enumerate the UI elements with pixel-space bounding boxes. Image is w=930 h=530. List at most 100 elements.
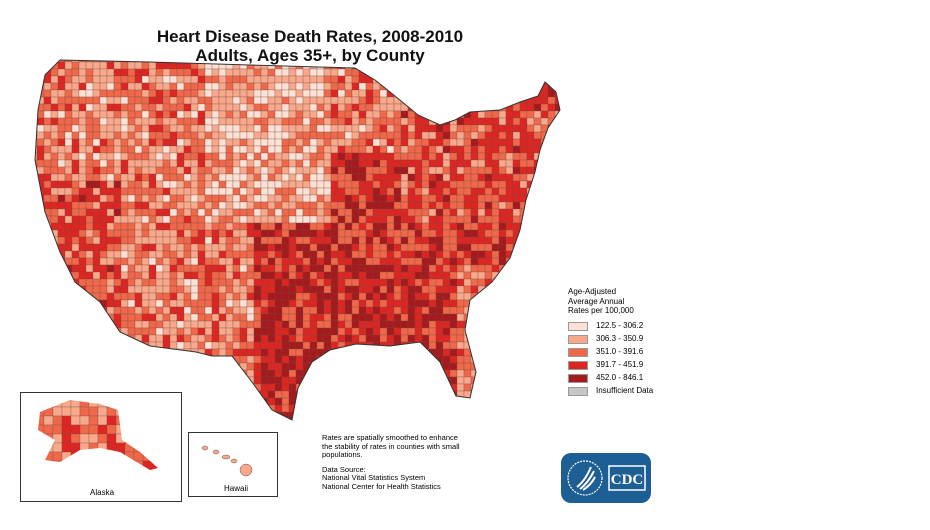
county-cell: [484, 299, 493, 308]
county-cell: [316, 96, 325, 105]
alaska-label: Alaska: [90, 488, 115, 497]
county-cell: [337, 89, 346, 98]
county-cell: [344, 222, 353, 231]
county-cell: [344, 166, 353, 175]
county-cell: [512, 257, 521, 266]
county-cell: [330, 159, 339, 168]
county-cell: [309, 82, 318, 91]
county-cell: [274, 313, 283, 322]
county-cell: [134, 369, 143, 378]
county-cell: [35, 334, 38, 343]
county-cell: [477, 208, 486, 217]
county-cell: [533, 334, 542, 343]
county-cell: [141, 110, 150, 119]
county-cell: [211, 229, 220, 238]
county-cell: [176, 271, 185, 280]
county-cell: [477, 82, 486, 91]
county-cell: [211, 306, 220, 315]
county-cell: [456, 257, 465, 266]
county-cell: [204, 327, 213, 336]
county-cell: [99, 96, 108, 105]
county-cell: [176, 60, 185, 63]
county-cell: [554, 397, 560, 406]
county-cell: [239, 124, 248, 133]
county-cell: [190, 278, 199, 287]
county-cell: [57, 131, 66, 140]
county-cell: [141, 187, 150, 196]
county-cell: [526, 264, 535, 273]
county-cell: [183, 271, 192, 280]
county-cell: [351, 348, 360, 357]
county-cell: [540, 110, 549, 119]
county-cell: [260, 334, 269, 343]
county-cell: [267, 68, 276, 77]
county-cell: [204, 124, 213, 133]
county-cell: [120, 278, 129, 287]
county-cell: [512, 103, 521, 112]
county-cell: [435, 390, 444, 399]
county-cell: [239, 187, 248, 196]
county-cell: [148, 369, 157, 378]
county-cell: [274, 397, 283, 406]
county-cell: [106, 145, 115, 154]
county-cell: [106, 348, 115, 357]
county-cell: [71, 264, 80, 273]
county-cell: [57, 229, 66, 238]
county-cell: [463, 138, 472, 147]
county-cell: [428, 110, 437, 119]
county-cell: [309, 404, 318, 413]
county-cell: [134, 68, 143, 77]
county-cell: [414, 131, 423, 140]
county-cell: [421, 278, 430, 287]
county-cell: [176, 355, 185, 364]
county-cell: [302, 285, 311, 294]
county-cell: [456, 82, 465, 91]
county-cell: [365, 82, 374, 91]
county-cell: [526, 250, 535, 259]
county-cell: [498, 418, 507, 420]
county-cell: [57, 103, 66, 112]
county-cell: [43, 117, 52, 126]
county-cell: [232, 180, 241, 189]
county-cell: [211, 173, 220, 182]
county-cell: [106, 131, 115, 140]
county-cell: [533, 313, 542, 322]
county-cell: [477, 341, 486, 350]
county-cell: [239, 271, 248, 280]
county-cell: [372, 250, 381, 259]
county-cell: [337, 383, 346, 392]
county-cell: [169, 313, 178, 322]
county-cell: [372, 278, 381, 287]
county-cell: [92, 96, 101, 105]
county-cell: [442, 75, 451, 84]
county-cell: [57, 271, 66, 280]
county-cell: [344, 159, 353, 168]
county-cell: [323, 404, 332, 413]
county-cell: [134, 222, 143, 231]
county-cell: [365, 236, 374, 245]
county-cell: [85, 152, 94, 161]
county-cell: [288, 292, 297, 301]
county-cell: [526, 222, 535, 231]
county-cell: [554, 131, 560, 140]
county-cell: [148, 313, 157, 322]
county-cell: [260, 117, 269, 126]
county-cell: [274, 264, 283, 273]
county-cell: [330, 194, 339, 203]
county-cell: [239, 103, 248, 112]
county-cell: [183, 159, 192, 168]
county-cell: [484, 243, 493, 252]
county-cell: [316, 369, 325, 378]
county-cell: [484, 145, 493, 154]
county-cell: [344, 334, 353, 343]
county-cell: [169, 271, 178, 280]
county-cell: [393, 376, 402, 385]
county-cell: [526, 404, 535, 413]
county-cell: [197, 173, 206, 182]
county-cell: [176, 292, 185, 301]
county-cell: [344, 75, 353, 84]
county-cell: [456, 327, 465, 336]
county-cell: [547, 278, 556, 287]
county-cell: [323, 124, 332, 133]
